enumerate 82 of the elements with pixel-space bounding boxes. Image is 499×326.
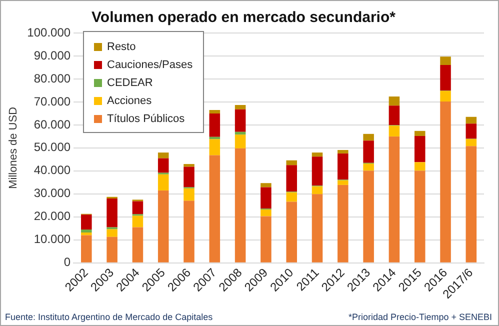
- bar: [106, 236, 118, 262]
- bar: [414, 170, 426, 262]
- chart-title: Volumen operado en mercado secundario*: [92, 9, 396, 26]
- legend-label: Cauciones/Pases: [107, 59, 193, 71]
- bar: [312, 186, 323, 194]
- bar: [338, 184, 348, 262]
- bar: [414, 136, 426, 162]
- bar: [260, 216, 272, 262]
- y-tick-label: 60.000: [34, 117, 71, 132]
- text: *Prioridad Precio-Tiempo + SENEBI: [348, 312, 492, 322]
- bar: [132, 201, 144, 214]
- bar: [363, 134, 374, 141]
- bar: [466, 124, 477, 139]
- bar: [466, 146, 477, 262]
- bar: [158, 174, 169, 190]
- bar: [414, 130, 426, 136]
- bar: [184, 164, 194, 167]
- y-tick-label: 40.000: [34, 163, 71, 178]
- bar: [440, 64, 451, 90]
- bar: [260, 183, 272, 188]
- y-tick-label: 50.000: [34, 140, 71, 154]
- bar: [388, 96, 400, 106]
- bar: [338, 180, 348, 185]
- bar: [81, 235, 92, 262]
- bar: [106, 229, 118, 237]
- bar: [158, 158, 169, 173]
- y-tick-label: 10.000: [34, 232, 71, 246]
- y-tick-label: 90.000: [34, 48, 71, 62]
- bar: [286, 192, 297, 202]
- bar: [286, 160, 297, 166]
- bar: [184, 200, 194, 262]
- legend-label: CEDEAR: [107, 77, 153, 89]
- bar: [388, 106, 400, 126]
- bar: [234, 148, 246, 262]
- bar: [440, 90, 451, 102]
- bar: [81, 232, 92, 236]
- bar: [234, 134, 246, 148]
- y-tick-label: 80.000: [34, 71, 71, 86]
- y-tick-label: 0: [64, 255, 71, 270]
- bar: [388, 136, 400, 262]
- bar: [81, 214, 92, 230]
- bar: [338, 153, 348, 180]
- bar: [312, 156, 323, 186]
- bar: [209, 113, 220, 137]
- bar: [286, 165, 297, 192]
- bar: [466, 138, 477, 146]
- bar: [260, 187, 272, 209]
- bar: [184, 166, 194, 188]
- bar: [440, 102, 451, 262]
- bar: [260, 210, 272, 216]
- bar: [158, 152, 169, 158]
- legend-label: Acciones: [107, 95, 152, 107]
- legend-label: Resto: [107, 41, 136, 53]
- bar: [132, 227, 144, 262]
- bar: [184, 188, 194, 201]
- y-tick-label: 100.000: [27, 25, 71, 40]
- bar: [209, 155, 220, 262]
- bar: [414, 162, 426, 171]
- bar: [234, 109, 246, 132]
- bar: [234, 104, 246, 110]
- bar: [363, 170, 374, 262]
- y-axis-title: Millones de USD: [8, 106, 20, 189]
- bar: [312, 152, 323, 157]
- bar: [440, 56, 451, 65]
- source-note: Fuente: Instituto Argentino de Mercado de Capitales: [5, 312, 213, 322]
- bar: [106, 198, 118, 228]
- y-tick-label: 70.000: [34, 94, 71, 108]
- legend-label: Títulos Públicos: [107, 113, 185, 125]
- bar: [363, 140, 374, 163]
- bar: [466, 116, 477, 124]
- bar: [158, 190, 169, 262]
- bar: [81, 230, 92, 233]
- bar: [363, 164, 374, 171]
- y-tick-label: 20.000: [34, 209, 71, 224]
- bar: [286, 202, 297, 262]
- bar: [338, 150, 348, 154]
- bar: [132, 216, 144, 228]
- bar: [209, 139, 220, 156]
- bar: [388, 126, 400, 136]
- bar: [209, 110, 220, 114]
- y-tick-label: 30.000: [34, 186, 71, 200]
- bar: [312, 194, 323, 262]
